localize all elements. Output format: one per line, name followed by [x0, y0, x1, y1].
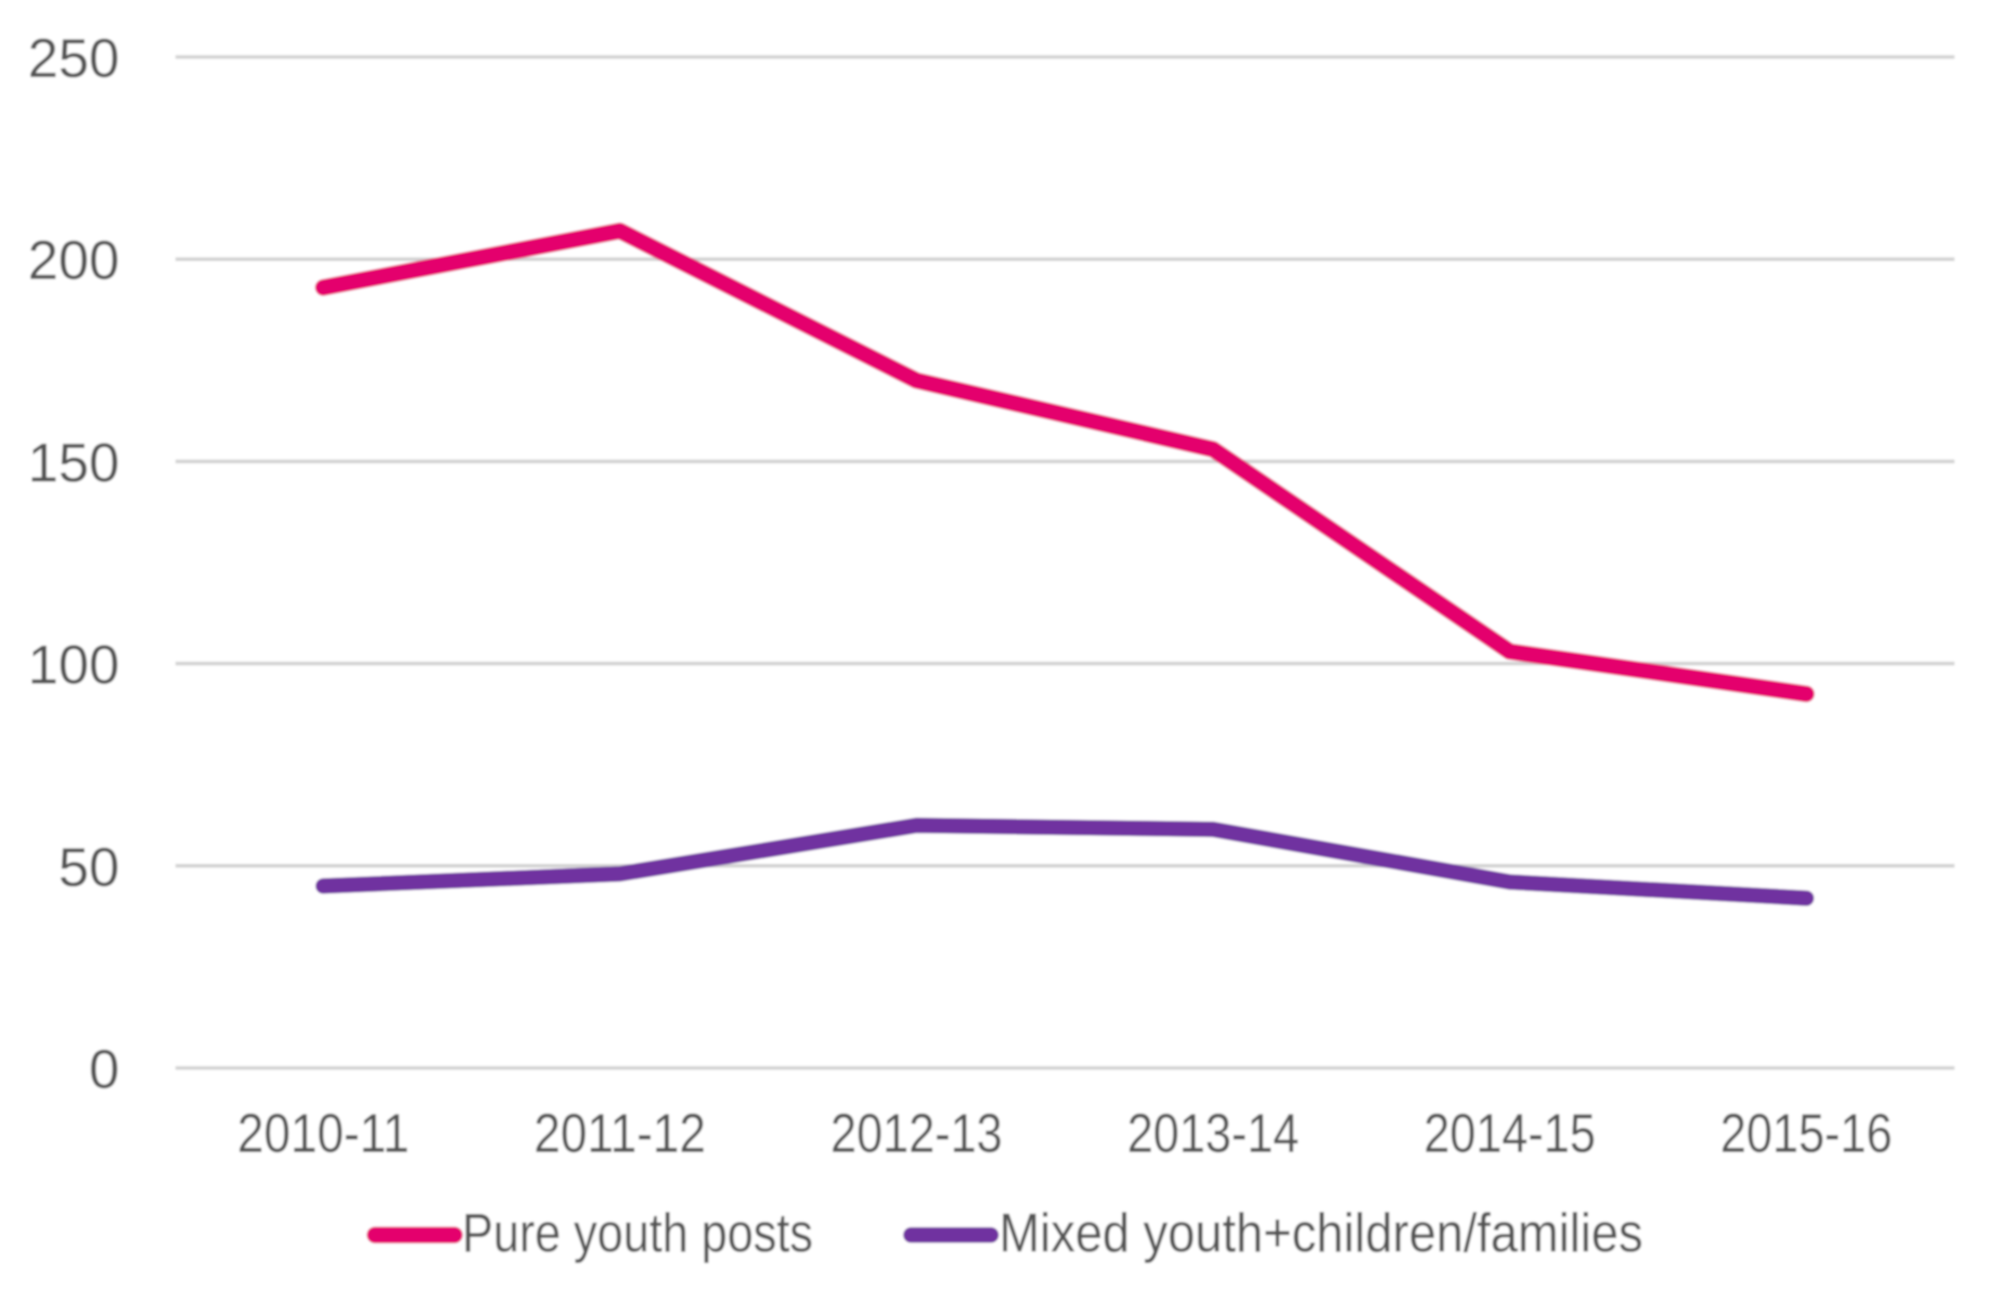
- svg-text:2014-15: 2014-15: [1424, 1102, 1596, 1164]
- svg-text:2011-12: 2011-12: [534, 1102, 706, 1164]
- svg-text:2012-13: 2012-13: [831, 1102, 1003, 1164]
- svg-text:0: 0: [89, 1038, 120, 1100]
- svg-text:250: 250: [28, 27, 120, 89]
- svg-text:50: 50: [58, 836, 119, 898]
- svg-text:Pure youth posts: Pure youth posts: [462, 1202, 813, 1264]
- svg-text:100: 100: [28, 634, 120, 696]
- svg-text:150: 150: [28, 431, 120, 493]
- svg-text:2010-11: 2010-11: [237, 1102, 409, 1164]
- svg-text:2013-14: 2013-14: [1127, 1102, 1299, 1164]
- svg-text:2015-16: 2015-16: [1720, 1102, 1892, 1164]
- svg-text:200: 200: [28, 229, 120, 291]
- svg-text:Mixed youth+children/families: Mixed youth+children/families: [999, 1202, 1643, 1264]
